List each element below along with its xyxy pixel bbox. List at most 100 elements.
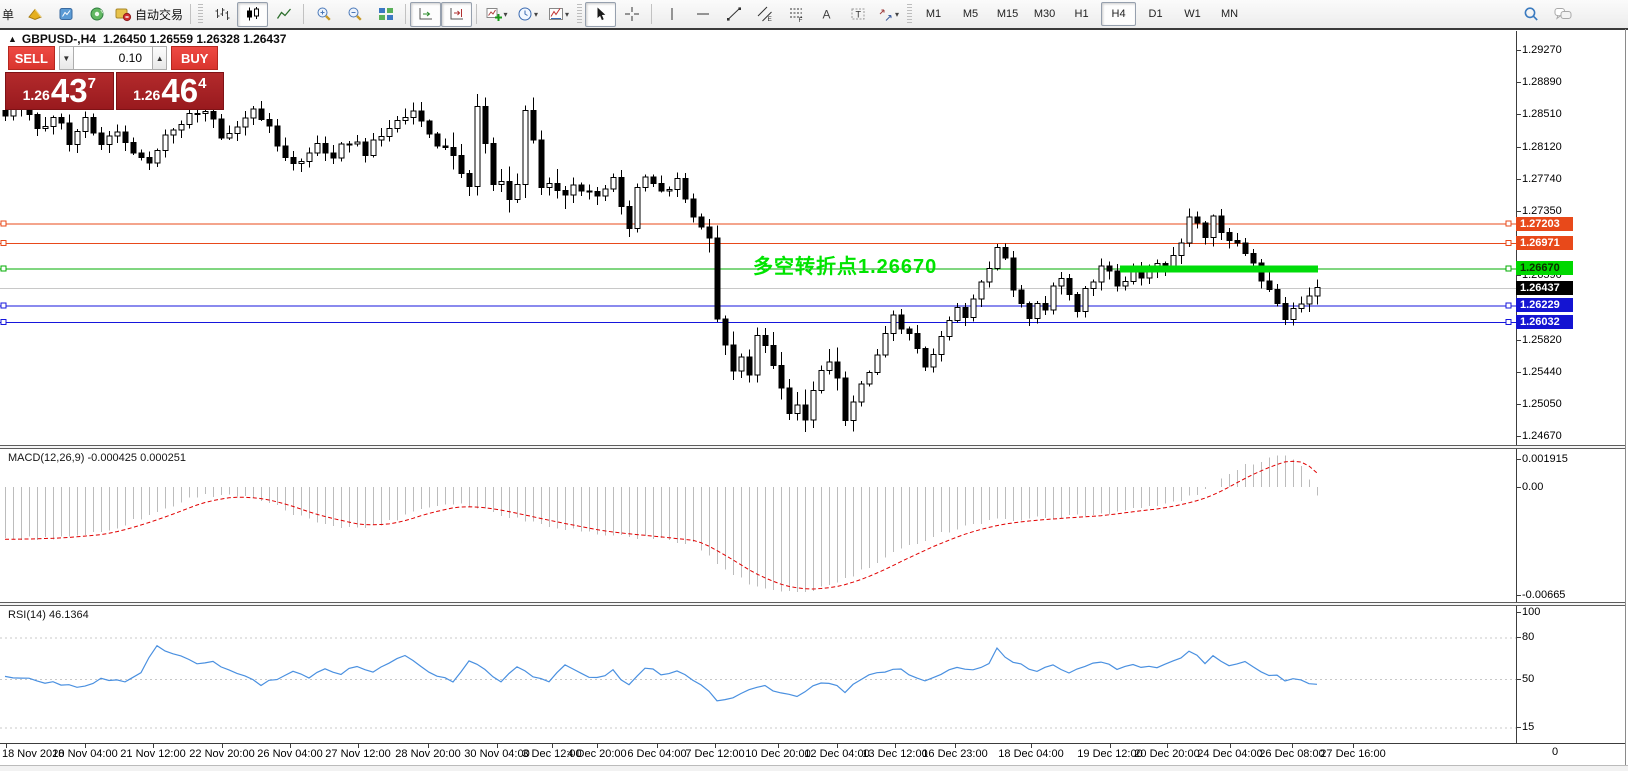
toolbar-separator <box>651 4 653 24</box>
templates-button[interactable]: ▾ <box>543 2 574 27</box>
price-tick-mark <box>1516 211 1521 213</box>
timeframe-button-D1[interactable]: D1 <box>1148 8 1163 20</box>
chart-shift-button[interactable] <box>441 1 473 27</box>
chart-title-ohlc: 1.26450 1.26559 1.26328 1.26437 <box>102 32 287 46</box>
rsi-tick-mark <box>1516 612 1521 613</box>
rsi-pane-canvas[interactable] <box>0 607 1516 743</box>
price-tick-label: 1.25440 <box>1522 365 1562 378</box>
svg-text:T: T <box>855 10 861 20</box>
crosshair-icon <box>624 6 640 22</box>
time-label: 10 Dec 20:00 <box>745 748 811 760</box>
fibonacci-tool-button[interactable]: F <box>780 2 811 27</box>
timeframe-group: M1 M5 M15 M30 H1 H4 D1 W1 MN <box>915 2 1248 26</box>
trade-price-tiles: 1.26 43 7 1.26 46 4 <box>5 72 224 110</box>
timeframe-button-M1[interactable]: M1 <box>925 8 942 20</box>
time-tick-mark <box>1230 744 1231 748</box>
cursor-tool-button[interactable] <box>585 1 617 27</box>
price-tick-mark <box>1516 339 1521 341</box>
price-badge-1.26437: 1.26437 <box>1516 280 1573 295</box>
data-window-button[interactable] <box>50 2 81 27</box>
sell-button[interactable]: SELL <box>8 46 55 70</box>
one-click-collapse-arrow[interactable]: ▲ <box>8 34 17 44</box>
time-tick-mark <box>290 744 291 748</box>
price-tick-mark <box>1516 275 1521 277</box>
fibonacci-icon: F <box>788 6 804 22</box>
price-tick-label: 1.27740 <box>1522 172 1562 185</box>
rsi-value: 46.1364 <box>48 609 89 621</box>
macd-indicator-label: MACD(12,26,9) -0.000425 0.000251 <box>8 452 186 464</box>
pane-separator[interactable] <box>0 445 1626 449</box>
line-chart-button[interactable] <box>268 2 299 27</box>
navigator-button[interactable] <box>81 2 112 27</box>
toolbar-grip[interactable] <box>577 4 583 24</box>
timeframe-button-MN[interactable]: MN <box>1220 8 1239 20</box>
vertical-line-tool-button[interactable] <box>656 2 687 27</box>
bar-chart-icon <box>214 6 230 22</box>
time-tick-mark <box>895 744 896 748</box>
rsi-tick-mark <box>1516 637 1521 638</box>
toolbar-grip[interactable] <box>198 4 204 24</box>
toolbar-separator <box>303 4 305 24</box>
price-badge-1.27203: 1.27203 <box>1516 216 1573 231</box>
chat-button[interactable] <box>1547 2 1578 27</box>
vertical-line-icon <box>664 6 680 22</box>
timeframe-button-M30[interactable]: M30 <box>1033 8 1056 20</box>
indicators-dropdown-caret[interactable]: ▾ <box>503 9 508 19</box>
template-icon <box>548 6 564 22</box>
periods-dropdown-caret[interactable]: ▾ <box>534 9 539 19</box>
price-tick-mark <box>1516 146 1521 148</box>
zoom-out-button[interactable] <box>339 2 370 27</box>
auto-scroll-button[interactable] <box>410 1 442 27</box>
price-chart-canvas[interactable] <box>0 31 1516 445</box>
pane-separator[interactable] <box>0 602 1626 606</box>
arrows-tool-button[interactable]: ▾ <box>873 2 904 27</box>
clock-icon <box>517 6 533 22</box>
buy-price-big: 46 <box>161 72 199 109</box>
new-order-label[interactable]: 单 <box>2 7 15 22</box>
volume-increase-button[interactable]: ▲ <box>152 46 168 70</box>
volume-decrease-button[interactable]: ▼ <box>58 46 74 70</box>
zoom-in-button[interactable] <box>308 2 339 27</box>
market-watch-icon <box>27 6 43 22</box>
buy-price-tile[interactable]: 1.26 46 4 <box>115 72 224 110</box>
time-tick-mark <box>657 744 658 748</box>
time-label: 3 Dec 12:00 <box>522 748 582 760</box>
candlestick-chart-button[interactable] <box>237 1 269 27</box>
templates-dropdown-caret[interactable]: ▾ <box>565 9 570 19</box>
toolbar-grip[interactable] <box>907 4 913 24</box>
indicators-button[interactable]: ▾ <box>481 2 512 27</box>
volume-input[interactable] <box>74 46 152 70</box>
text-tool-button[interactable]: A <box>811 2 842 27</box>
price-tick-label: 1.28120 <box>1522 140 1562 153</box>
trendline-tool-button[interactable] <box>718 2 749 27</box>
navigator-icon <box>89 6 105 22</box>
tile-windows-button[interactable] <box>370 2 401 27</box>
time-label: 18 Dec 04:00 <box>998 748 1064 760</box>
timeframe-button-M5[interactable]: M5 <box>962 8 979 20</box>
price-tick-label: 1.29270 <box>1522 44 1562 56</box>
timeframe-button-H1[interactable]: H1 <box>1074 8 1089 20</box>
macd-pane-canvas[interactable] <box>0 450 1516 602</box>
market-watch-button[interactable] <box>19 2 50 27</box>
crosshair-tool-button[interactable] <box>616 2 647 27</box>
autotrading-button[interactable]: 自动交易 <box>112 2 186 27</box>
arrows-dropdown-caret[interactable]: ▾ <box>895 9 900 19</box>
bar-chart-button[interactable] <box>206 2 237 27</box>
sell-price-tile[interactable]: 1.26 43 7 <box>5 72 114 110</box>
search-button[interactable] <box>1516 2 1547 27</box>
horizontal-line-tool-button[interactable] <box>687 2 718 27</box>
label-tool-button[interactable]: T <box>842 2 873 27</box>
sell-price-prefix: 1.26 <box>22 87 50 103</box>
periods-button[interactable]: ▾ <box>512 2 543 27</box>
price-badge-1.26971: 1.26971 <box>1516 236 1573 251</box>
text-a-icon: A <box>819 6 835 22</box>
equidistant-channel-tool-button[interactable]: E <box>749 2 780 27</box>
svg-text:A: A <box>822 8 830 22</box>
time-label: 26 Dec 08:00 <box>1259 748 1325 760</box>
timeframe-button-W1[interactable]: W1 <box>1184 8 1201 20</box>
timeframe-button-M15[interactable]: M15 <box>996 8 1019 20</box>
timeframe-button-H4[interactable]: H4 <box>1101 2 1137 26</box>
buy-button[interactable]: BUY <box>171 46 218 70</box>
pivot-annotation-text[interactable]: 多空转折点1.26670 <box>753 256 938 278</box>
